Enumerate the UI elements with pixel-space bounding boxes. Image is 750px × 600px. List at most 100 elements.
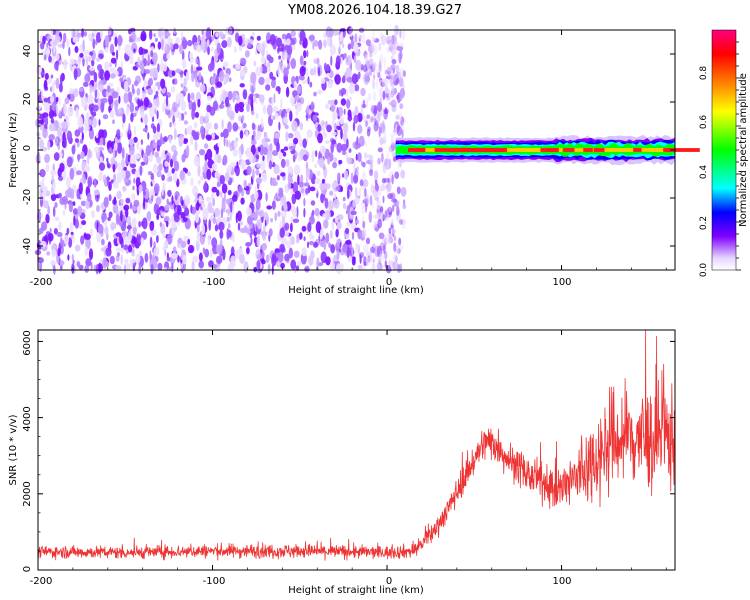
snr-y-tick-label-3: 6000 <box>22 330 33 355</box>
spectrogram-noise-blob <box>73 68 78 81</box>
spectrogram-noise-blob <box>395 200 400 208</box>
spectrogram-noise-blob <box>226 216 230 223</box>
spectrogram-noise-blob <box>350 210 357 216</box>
spectrogram-noise-blob <box>207 63 214 72</box>
spectrogram-noise-blob <box>125 197 131 204</box>
spectrogram-noise-blob <box>333 157 338 163</box>
spectrogram-noise-blob <box>331 139 337 145</box>
spectrogram-noise-blob <box>41 51 46 56</box>
spectrogram-noise-blob <box>390 64 396 71</box>
spectrogram-noise-blob <box>131 217 137 228</box>
spectrogram-noise-blob <box>235 63 241 70</box>
spectrogram-noise-blob <box>297 151 301 158</box>
snr-x-tick-label-3: 100 <box>552 576 571 587</box>
spectrogram-noise-blob <box>90 210 96 218</box>
spectrogram-noise-blob <box>189 135 194 146</box>
spectrogram-noise-blob <box>330 261 336 272</box>
spectrogram-noise-blob <box>91 59 95 67</box>
spectrogram-noise-blob <box>211 33 215 42</box>
spectrogram-noise-blob <box>229 110 235 121</box>
spectrogram-noise-blob <box>375 68 379 77</box>
spectrogram-noise-blob <box>279 243 285 253</box>
spectrogram-noise-blob <box>362 179 369 188</box>
spectrogram-noise-blob <box>108 82 114 87</box>
spectrogram-noise-blob <box>120 254 123 266</box>
spectrogram-noise-blob <box>191 130 197 139</box>
spectrogram-noise-blob <box>113 196 117 205</box>
spectrogram-noise-blob <box>40 42 45 50</box>
spectrogram-noise-blob <box>165 108 171 116</box>
spectrogram-noise-blob <box>51 248 57 258</box>
spectrogram-noise-blob <box>234 249 241 259</box>
spectrogram-noise-blob <box>133 48 136 53</box>
spectrogram-noise-blob <box>83 81 89 88</box>
spectrogram-noise-blob <box>77 61 81 69</box>
spectrogram-noise-blob <box>57 43 64 48</box>
spectrogram-noise-blob <box>70 188 75 200</box>
spectrogram-noise-blob <box>50 193 57 202</box>
spectrogram-noise-blob <box>365 97 369 109</box>
spectrogram-noise-blob <box>155 90 159 96</box>
spectrogram-noise-blob <box>378 232 385 240</box>
spectrogram-noise-blob <box>303 182 310 187</box>
spectrogram-noise-blob <box>60 264 63 271</box>
spectrogram-noise-blob <box>142 190 146 196</box>
spectrogram-noise-blob <box>396 71 401 79</box>
spectrogram-noise-blob <box>55 96 59 102</box>
spectrogram-noise-blob <box>174 194 178 201</box>
spectrogram-noise-blob <box>88 33 92 40</box>
spectrogram-noise-blob <box>140 161 146 166</box>
spectrogram-noise-blob <box>190 177 194 187</box>
spectrogram-noise-blob <box>326 124 332 133</box>
spectrogram-noise-blob <box>363 75 369 86</box>
spectrogram-noise-blob <box>173 121 176 129</box>
spectrogram-noise-blob <box>385 79 391 84</box>
spectrogram-noise-blob <box>256 42 263 53</box>
spectrogram-noise-blob <box>402 203 407 210</box>
spectrogram-noise-blob <box>323 219 329 229</box>
spectrogram-noise-blob <box>81 220 87 226</box>
spectrogram-noise-blob <box>93 71 98 83</box>
spectrogram-noise-blob <box>194 72 198 83</box>
spectrogram-noise-blob <box>305 187 309 195</box>
spectrogram-noise-blob <box>94 88 98 99</box>
spectrogram-noise-blob <box>175 68 182 74</box>
spectrogram-noise-blob <box>239 83 245 88</box>
spectrogram-noise-blob <box>325 232 330 244</box>
spectrogram-noise-blob <box>52 41 58 47</box>
spectrogram-noise-blob <box>86 57 88 67</box>
spectrogram-noise-blob <box>319 182 326 191</box>
spectrogram-noise-blob <box>258 76 265 86</box>
spectrogram-carrier-line <box>395 134 700 166</box>
spectrogram-noise-blob <box>116 190 122 200</box>
spectrogram-noise-blob <box>354 41 358 53</box>
spectrogram-noise-blob <box>385 85 389 94</box>
spectrogram-noise-blob <box>169 158 174 168</box>
spectrogram-y-tick-label-0: -40 <box>22 238 33 254</box>
spectrogram-noise-blob <box>88 55 91 63</box>
spectrogram-noise-blob <box>390 136 394 145</box>
spectrogram-noise-blob <box>233 140 238 149</box>
spectrogram-noise-blob <box>299 30 306 42</box>
spectrogram-noise-blob <box>69 88 75 95</box>
spectrogram-noise-blob <box>230 162 237 168</box>
spectrogram-noise-blob <box>393 235 397 242</box>
spectrogram-noise-blob <box>327 79 333 89</box>
spectrogram-noise-blob <box>240 159 247 170</box>
spectrogram-noise-blob <box>234 103 240 114</box>
carrier-core-segment <box>583 148 593 152</box>
spectrogram-noise-blob <box>396 186 401 195</box>
spectrogram-noise-blob <box>290 222 293 233</box>
spectrogram-noise-blob <box>333 198 340 209</box>
spectrogram-noise-blob <box>89 51 94 56</box>
spectrogram-noise-blob <box>40 240 47 248</box>
snr-x-axis-label: Height of straight line (km) <box>288 585 424 596</box>
spectrogram-noise-blob <box>359 254 362 264</box>
spectrogram-noise-blob <box>223 135 226 147</box>
spectrogram-noise-blob <box>173 43 179 50</box>
spectrogram-noise-blob <box>353 114 359 124</box>
spectrogram-noise-blob <box>384 158 391 170</box>
spectrogram-noise-blob <box>101 97 108 104</box>
spectrogram-noise-blob <box>172 246 177 253</box>
spectrogram-noise-blob <box>393 128 398 136</box>
